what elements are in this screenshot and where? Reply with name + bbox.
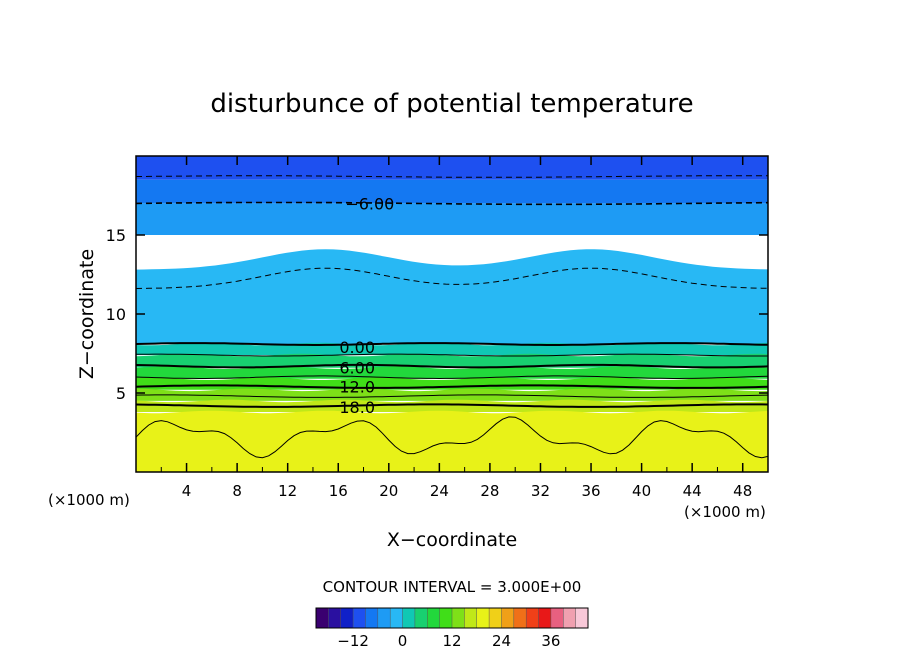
colorbar-cell [476, 608, 490, 628]
x-tick-label: 24 [430, 482, 449, 500]
colorbar-ticks: −12 0 12 24 36 [337, 632, 560, 650]
x-tick-label: 36 [581, 482, 600, 500]
contour-label: 6.00 [339, 359, 375, 378]
x-tick-label: 8 [232, 482, 242, 500]
x-tick-label: 4 [182, 482, 192, 500]
field-layer [136, 399, 768, 412]
colorbar-tick-label: 0 [398, 632, 408, 650]
colorbar-cell [402, 608, 416, 628]
y-axis-label: Z−coordinate [76, 249, 98, 379]
colorbar-cell [513, 608, 527, 628]
colorbar-frame [315, 607, 589, 629]
colorbar-tick-label: 36 [541, 632, 560, 650]
colorbar-tick-label: 24 [492, 632, 511, 650]
field-layer [136, 342, 768, 356]
field-layer [136, 410, 768, 472]
colorbar-cell [328, 608, 342, 628]
field-layer [136, 156, 768, 180]
x-tick-label: 44 [683, 482, 702, 500]
colorbar-cell [563, 608, 577, 628]
colorbar-cell [365, 608, 379, 628]
contour-line [136, 384, 768, 389]
x-axis-label: X−coordinate [387, 529, 517, 551]
colorbar-cell [316, 608, 329, 628]
colorbar-cell [340, 608, 354, 628]
contour-line [136, 353, 768, 357]
y-tick-label: 10 [106, 305, 126, 324]
x-tick-label: 12 [278, 482, 297, 500]
colorbar-cell [501, 608, 515, 628]
x-unit-right: (×1000 m) [684, 503, 766, 521]
x-tick-label: 40 [632, 482, 651, 500]
x-tick-label: 48 [733, 482, 752, 500]
x-tick-label: 28 [480, 482, 499, 500]
colorbar-cell [538, 608, 552, 628]
colorbar [315, 607, 589, 629]
colorbar-cell [550, 608, 564, 628]
field-layer [136, 249, 768, 344]
y-tick-label: 5 [116, 384, 126, 403]
colorbar-cell [439, 608, 453, 628]
contour-line [136, 267, 768, 289]
x-tick-label: 16 [329, 482, 348, 500]
contour-label: 18.0 [339, 398, 375, 417]
colorbar-tick-label: −12 [337, 632, 369, 650]
contour-line [136, 175, 768, 178]
contour-line [136, 363, 768, 369]
colorbar-cell [414, 608, 428, 628]
colorbar-cell [464, 608, 478, 628]
colorbar-cell [489, 608, 502, 628]
contour-line [136, 201, 768, 206]
contour-interval-label: CONTOUR INTERVAL = 3.000E+00 [323, 578, 582, 596]
chart-title: disturbunce of potential temperature [210, 89, 693, 119]
colorbar-tick-label: 12 [442, 632, 461, 650]
x-axis-ticks: 4 8 12 16 20 24 28 32 36 40 44 48 [160, 156, 752, 500]
contour-line [136, 416, 768, 459]
contour-label: 0.00 [339, 338, 375, 357]
y-axis-ticks: 5 10 15 [106, 226, 768, 403]
contour-line [136, 394, 768, 398]
contour-line [136, 342, 768, 346]
colorbar-cell [353, 608, 366, 628]
colorbar-cell [452, 608, 465, 628]
y-tick-label: 15 [106, 226, 126, 245]
contour-line [136, 375, 768, 380]
colorbar-cell [575, 608, 589, 628]
x-unit-left: (×1000 m) [48, 491, 130, 509]
contour-label: 12.0 [339, 378, 375, 397]
contour-label: −6.00 [345, 194, 394, 213]
colorbar-cell [526, 608, 540, 628]
x-tick-label: 20 [379, 482, 398, 500]
x-tick-label: 32 [531, 482, 550, 500]
field-layer [136, 179, 768, 204]
colorbar-cell [390, 608, 404, 628]
field-layer [136, 203, 768, 235]
contour-lines [136, 175, 768, 459]
contour-line [136, 403, 768, 408]
colorbar-cell [427, 608, 441, 628]
colorbar-cell [377, 608, 391, 628]
